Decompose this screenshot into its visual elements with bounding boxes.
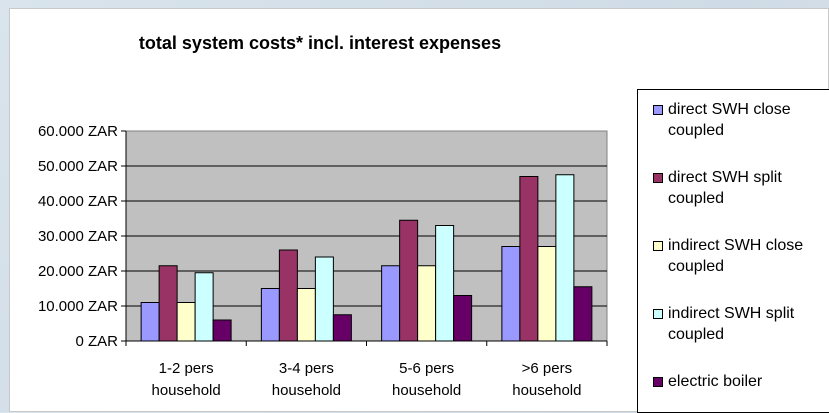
y-tick-label: 20.000 ZAR — [38, 263, 118, 280]
bar — [381, 265, 401, 342]
x-tick-label: household — [152, 382, 221, 399]
bar — [296, 288, 316, 342]
bar — [501, 246, 521, 342]
bar — [140, 302, 160, 342]
bar — [158, 265, 178, 342]
bar — [555, 174, 575, 342]
bar — [519, 176, 539, 342]
x-tick-label: >6 pers — [522, 360, 572, 377]
legend-label-line: indirect SWH close — [668, 237, 804, 254]
legend-label-line: electric boiler — [668, 373, 763, 390]
bar — [314, 256, 334, 342]
x-tick-label: household — [512, 382, 581, 399]
legend-swatch — [653, 173, 663, 183]
y-tick-label: 10.000 ZAR — [38, 298, 118, 315]
legend-label: indirect SWH close coupled — [668, 235, 828, 277]
bar-chart: 0 ZAR 10.000 ZAR 20.000 ZAR 30.000 ZAR 40.00… — [38, 123, 608, 399]
bar — [332, 314, 352, 342]
legend-swatch — [653, 377, 663, 387]
chart-frame: total system costs* incl. interest expen… — [9, 8, 829, 413]
x-tick-label: household — [392, 382, 461, 399]
legend-label: direct SWH split coupled — [668, 167, 828, 209]
legend-label-line: coupled — [668, 190, 725, 207]
y-tick-label: 0 ZAR — [75, 333, 118, 350]
y-tick-label: 50.000 ZAR — [38, 158, 118, 175]
bar — [435, 225, 455, 342]
bar — [537, 246, 557, 342]
legend: direct SWH close coupled direct SWH split c… — [637, 89, 829, 413]
x-tick-label: 5-6 pers — [399, 360, 454, 377]
legend-label-line: coupled — [668, 258, 725, 275]
legend-swatch — [653, 309, 663, 319]
legend-swatch — [653, 105, 663, 115]
legend-swatch — [653, 241, 663, 251]
legend-label-line: coupled — [668, 122, 725, 139]
x-tick-label: 3-4 pers — [279, 360, 334, 377]
legend-label-line: direct SWH split — [668, 169, 782, 186]
bar — [194, 272, 214, 342]
legend-label: direct SWH close coupled — [668, 99, 828, 141]
legend-label-line: coupled — [668, 326, 725, 343]
chart-title: total system costs* incl. interest expen… — [138, 33, 502, 53]
legend-label-line: indirect SWH split — [668, 305, 795, 322]
legend-label-line: direct SWH close — [668, 101, 791, 118]
bar — [399, 219, 419, 342]
legend-label: indirect SWH split coupled — [668, 303, 828, 345]
bar — [278, 249, 298, 342]
bar — [260, 288, 280, 342]
y-tick-label: 60.000 ZAR — [38, 123, 118, 140]
y-tick-label: 30.000 ZAR — [38, 228, 118, 245]
bar — [176, 302, 196, 342]
bar — [573, 286, 593, 342]
x-tick-label: 1-2 pers — [159, 360, 214, 377]
legend-label: electric boiler — [668, 371, 828, 392]
bar — [417, 265, 437, 342]
y-tick-label: 40.000 ZAR — [38, 193, 118, 210]
x-tick-label: household — [272, 382, 341, 399]
bar — [453, 295, 473, 342]
bar — [212, 319, 232, 342]
